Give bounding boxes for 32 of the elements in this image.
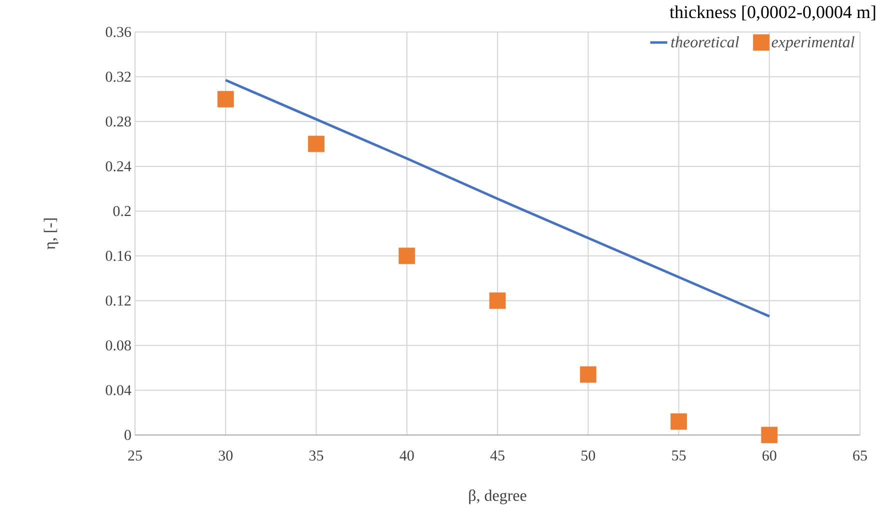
y-axis-title: η, [-]: [44, 218, 58, 250]
y-tick-label: 0.08: [106, 340, 131, 351]
y-tick-label: 0.32: [106, 72, 131, 82]
point: [670, 413, 687, 430]
x-tick-label: 55: [672, 450, 686, 460]
point: [398, 248, 416, 264]
point: [761, 426, 778, 444]
x-tick-label: 50: [582, 450, 596, 461]
x-axis-title: β, degree: [469, 490, 526, 504]
legend-label: theoretical: [671, 36, 739, 48]
y-tick-label: 0.16: [106, 250, 132, 261]
x-tick-label: 35: [309, 450, 324, 461]
x-tick-label: 40: [400, 450, 414, 461]
x-tick-label: 25: [128, 450, 142, 461]
legend-label: experimental: [772, 36, 854, 51]
x-tick-label: 65: [853, 450, 867, 461]
y-tick-label: 0: [124, 430, 131, 440]
y-tick-label: 0.36: [106, 26, 132, 38]
line-series: [224, 78, 771, 318]
x-tick-label: 45: [490, 450, 504, 461]
y-tick-label: 0.24: [106, 161, 132, 172]
point: [489, 292, 506, 309]
y-tick-label: 0.12: [106, 296, 131, 306]
point: [217, 90, 234, 108]
x-tick-label: 30: [218, 450, 233, 461]
chart-title: thickness [0,0002-0,0004 m]: [670, 6, 876, 21]
point: [308, 136, 324, 152]
y-tick-label: 0.2: [113, 206, 131, 216]
y-tick-label: 0.04: [106, 385, 132, 396]
y-tick-label: 0.28: [106, 116, 131, 127]
point: [580, 366, 596, 383]
x-tick-label: 60: [762, 450, 776, 461]
